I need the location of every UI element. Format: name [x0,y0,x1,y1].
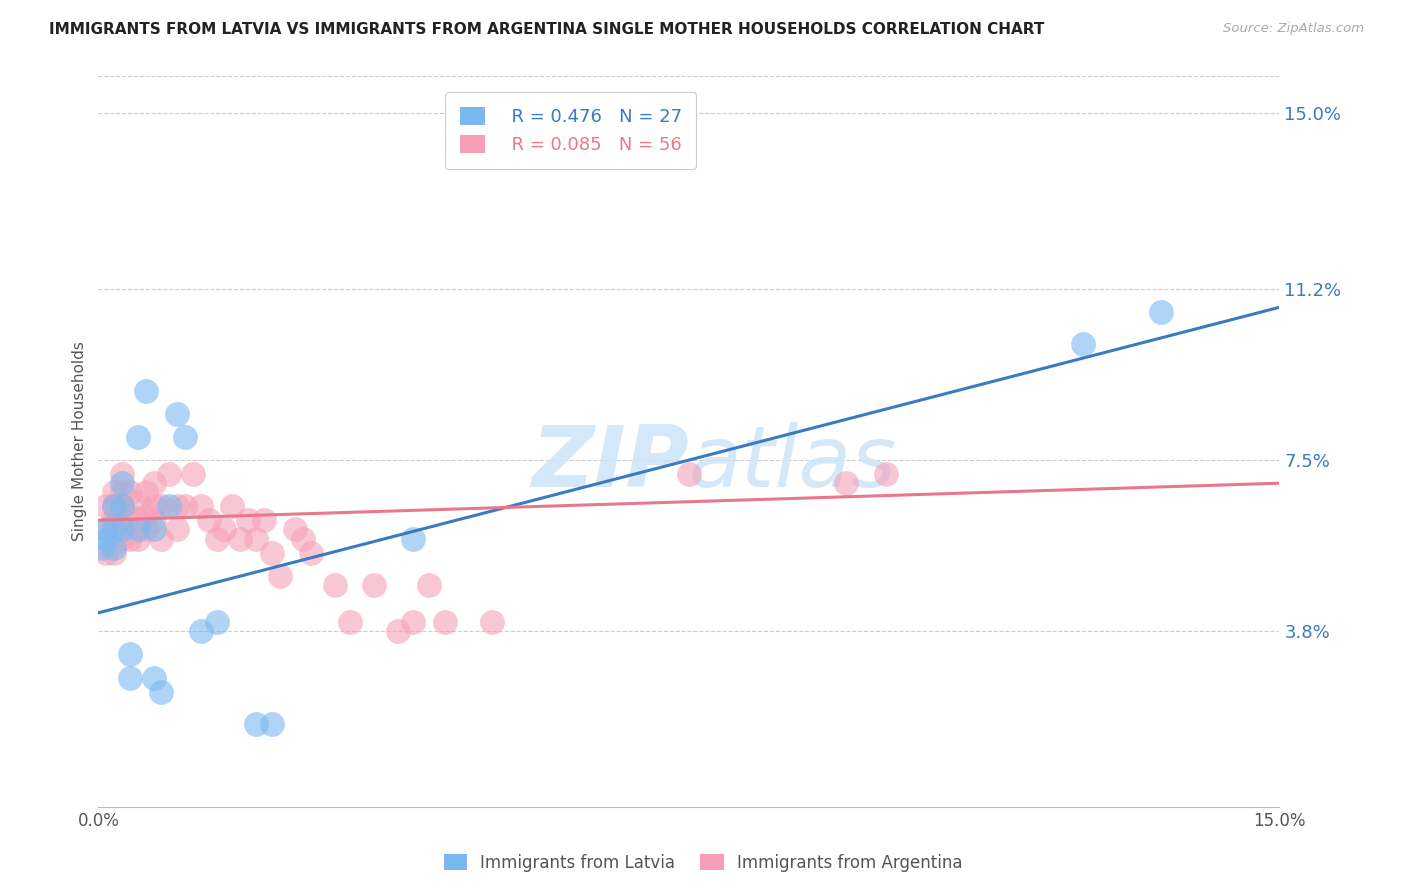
Point [103,523,125,537]
Point [481,615,503,629]
Point [135,485,157,500]
Legend:   R = 0.476   N = 27,   R = 0.085   N = 56: R = 0.476 N = 27, R = 0.085 N = 56 [446,92,696,169]
Text: ZIP: ZIP [531,422,689,505]
Point [118,485,141,500]
Point [96,523,118,537]
Point [142,500,165,514]
Point [103,485,125,500]
Point [150,532,173,546]
Text: Source: ZipAtlas.com: Source: ZipAtlas.com [1223,22,1364,36]
Point [142,523,165,537]
Point [197,513,219,527]
Point [111,476,134,491]
Point [205,615,228,629]
Point [111,485,134,500]
Point [835,476,858,491]
Point [418,578,440,592]
Point [387,624,409,639]
Point [135,384,157,398]
Y-axis label: Single Mother Households: Single Mother Households [72,342,87,541]
Point [269,569,291,583]
Point [111,500,134,514]
Point [323,578,346,592]
Text: atlas: atlas [689,422,897,505]
Point [299,546,322,560]
Point [174,500,197,514]
Point [363,578,385,592]
Point [260,546,283,560]
Point [875,467,897,481]
Point [174,430,197,444]
Point [678,467,700,481]
Point [1150,305,1173,319]
Point [91,541,114,555]
Point [284,523,307,537]
Point [245,532,267,546]
Point [127,513,149,527]
Point [96,532,118,546]
Point [402,615,425,629]
Point [214,523,236,537]
Point [96,500,118,514]
Point [118,671,141,685]
Point [118,532,141,546]
Point [181,467,204,481]
Point [103,541,125,555]
Point [135,508,157,523]
Point [103,500,125,514]
Point [221,500,243,514]
Point [96,523,118,537]
Point [96,546,118,560]
Point [150,684,173,698]
Point [292,532,315,546]
Point [118,648,141,662]
Point [111,500,134,514]
Point [253,513,276,527]
Point [260,717,283,731]
Point [127,494,149,508]
Point [236,513,259,527]
Point [166,523,188,537]
Point [103,546,125,560]
Point [157,500,180,514]
Point [127,430,149,444]
Point [157,467,180,481]
Point [190,500,212,514]
Legend: Immigrants from Latvia, Immigrants from Argentina: Immigrants from Latvia, Immigrants from … [437,847,969,879]
Point [118,508,141,523]
Point [103,500,125,514]
Point [142,476,165,491]
Point [127,532,149,546]
Point [150,500,173,514]
Point [205,532,228,546]
Point [245,717,267,731]
Point [135,523,157,537]
Point [103,513,125,527]
Point [142,671,165,685]
Point [433,615,456,629]
Point [1071,337,1094,351]
Point [402,532,425,546]
Point [111,532,134,546]
Point [339,615,361,629]
Point [142,513,165,527]
Point [111,513,134,527]
Point [111,467,134,481]
Point [190,624,212,639]
Point [229,532,252,546]
Point [166,500,188,514]
Text: IMMIGRANTS FROM LATVIA VS IMMIGRANTS FROM ARGENTINA SINGLE MOTHER HOUSEHOLDS COR: IMMIGRANTS FROM LATVIA VS IMMIGRANTS FRO… [49,22,1045,37]
Point [111,523,134,537]
Point [166,407,188,421]
Point [127,523,149,537]
